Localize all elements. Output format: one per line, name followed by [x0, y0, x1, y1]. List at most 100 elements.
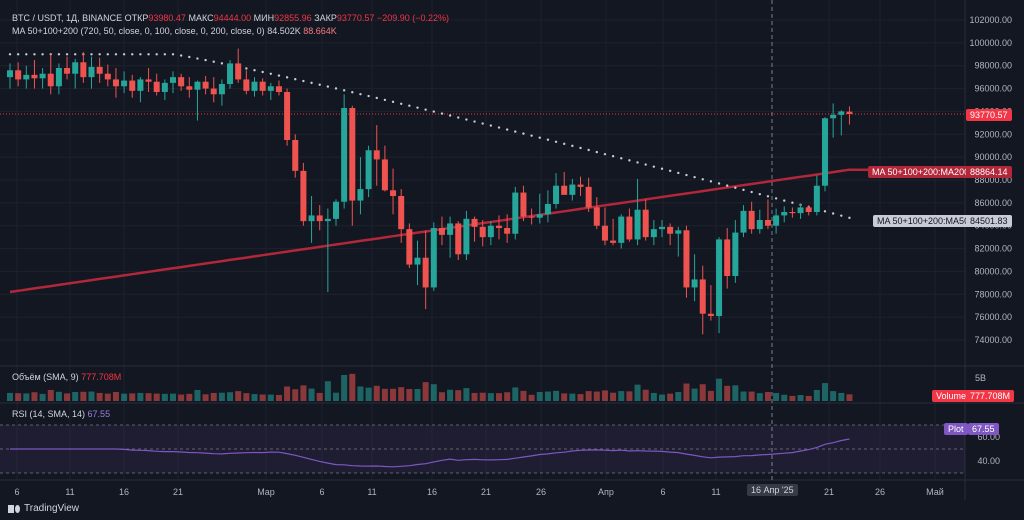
ma50-point [448, 114, 452, 117]
volume-bar [267, 394, 274, 401]
volume-bar [610, 392, 617, 401]
volume-bar [642, 389, 649, 401]
time-tick-label: 21 [173, 487, 183, 497]
ma50-price-tag: 84501.83 [966, 215, 1012, 227]
price-tick-label: 82000.00 [974, 244, 1012, 254]
ma50-point [196, 57, 199, 60]
ma50-point [302, 79, 305, 83]
candle-body [748, 210, 755, 230]
ma50-point [171, 53, 175, 56]
ma50-point [65, 53, 69, 56]
volume-bar [121, 393, 128, 401]
candle-body [536, 214, 543, 218]
candle-body [88, 66, 95, 78]
ma-indicator-label[interactable]: MA 50+100+200 (720, 50, close, 0, 100, c… [12, 26, 265, 36]
ma50-point [823, 210, 827, 213]
ma50-point [359, 92, 362, 96]
ma50-point [774, 197, 778, 200]
volume-bar [659, 394, 665, 401]
volume-bar [390, 388, 397, 401]
symbol-label[interactable]: BTC / USDT, 1Д, BINANCE [12, 13, 123, 23]
candle-body [145, 79, 152, 82]
volume-legend[interactable]: Объём (SMA, 9) 777.708M [12, 372, 121, 382]
ma50-point [326, 85, 330, 88]
volume-bar [398, 387, 405, 401]
brand-footer[interactable]: TradingView [8, 503, 79, 514]
rsi-indicator-label[interactable]: RSI (14, SMA, 14) [12, 409, 86, 419]
price-tick-label: 76000.00 [974, 312, 1012, 322]
candle-body [186, 86, 193, 90]
ma-legend[interactable]: MA 50+100+200 (720, 50, close, 0, 100, c… [12, 26, 337, 36]
main-legend[interactable]: BTC / USDT, 1Д, BINANCE ОТКР93980.47 МАК… [12, 13, 449, 23]
rsi-pane [0, 424, 965, 474]
candle-body [764, 220, 771, 226]
candle-body [121, 80, 128, 87]
price-tick-label: 90000.00 [974, 152, 1012, 162]
candle-body [504, 228, 511, 234]
ma200-price-tag: 88864.14 [966, 166, 1012, 178]
ma50-point [587, 148, 590, 152]
time-tick-label: Апр [598, 487, 614, 497]
volume-bar [797, 395, 804, 401]
ma50-point [563, 142, 566, 146]
ma50-point [791, 201, 794, 204]
ma50-point [245, 67, 248, 70]
close-value: 93770.57 [336, 13, 375, 23]
candle-body [553, 185, 560, 204]
candle-body [463, 218, 470, 255]
volume-bar [80, 391, 87, 401]
candle-body [55, 68, 62, 87]
volume-bar [145, 393, 152, 401]
ma50-point [636, 161, 639, 164]
candle-body [683, 230, 690, 288]
low-label: МИН [253, 13, 275, 23]
rsi-legend[interactable]: RSI (14, SMA, 14) 67.55 [12, 409, 110, 419]
volume-bar [308, 388, 315, 401]
ma50-point [734, 186, 737, 189]
volume-bar [23, 393, 30, 401]
volume-sma-value: 777.708M [81, 372, 122, 382]
candle-body [227, 63, 234, 84]
ma50-point [408, 104, 411, 107]
open-value: 93980.47 [148, 13, 186, 23]
volume-bar [430, 384, 437, 401]
ma50-point [74, 53, 77, 56]
ma50-point [131, 53, 134, 56]
ma50-point [342, 89, 346, 92]
ma50-point [188, 55, 191, 59]
ma50-point [457, 116, 460, 119]
volume-bar [292, 389, 299, 401]
volume-bar [218, 392, 225, 401]
ma50-point [432, 110, 435, 113]
candle-body [72, 62, 79, 74]
volume-bar [422, 382, 429, 401]
candle-body [773, 215, 780, 226]
rsi-axis-name: Plot [944, 423, 968, 435]
volume-bar [72, 392, 79, 401]
ma50-dots [8, 53, 851, 220]
volume-bar [487, 393, 494, 401]
rsi-line [10, 438, 850, 468]
candle-body [23, 74, 30, 80]
volume-bar [822, 383, 828, 401]
volume-series [7, 373, 853, 401]
candle-body [31, 74, 38, 79]
candle-body [846, 111, 853, 115]
ma50-point [139, 53, 142, 56]
volume-bar [593, 391, 600, 401]
volume-bar [235, 391, 242, 401]
volume-axis-name: Volume [932, 390, 971, 402]
ma50-point [522, 132, 525, 135]
candle-body [813, 185, 820, 212]
ma50-point [742, 188, 745, 192]
volume-bar [55, 391, 62, 401]
ma50-point [611, 155, 615, 158]
volume-bar [789, 395, 796, 401]
ma50-point [212, 60, 215, 63]
rsi-tick-label: 60.00 [977, 432, 1000, 442]
volume-indicator-label[interactable]: Объём (SMA, 9) [12, 372, 79, 382]
open-label: ОТКР [124, 13, 149, 23]
volume-bar [186, 393, 193, 401]
volume-bar [300, 385, 307, 401]
